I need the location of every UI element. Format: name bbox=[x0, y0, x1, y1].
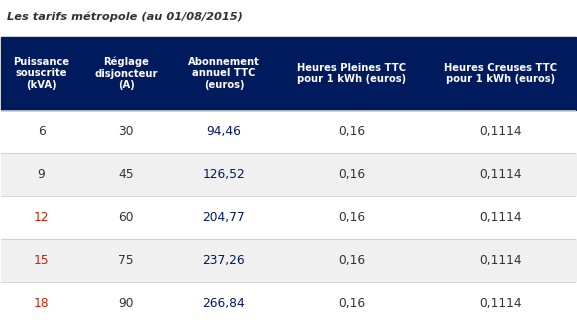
Text: 18: 18 bbox=[34, 297, 50, 310]
Text: Les tarifs métropole (au 01/08/2015): Les tarifs métropole (au 01/08/2015) bbox=[7, 11, 243, 22]
Text: 6: 6 bbox=[38, 125, 46, 138]
Text: 30: 30 bbox=[118, 125, 134, 138]
Text: 0,1114: 0,1114 bbox=[479, 254, 522, 267]
Text: 45: 45 bbox=[118, 168, 134, 181]
Text: Abonnement
annuel TTC
(euros): Abonnement annuel TTC (euros) bbox=[188, 57, 260, 90]
Text: 0,16: 0,16 bbox=[338, 168, 365, 181]
Text: 15: 15 bbox=[34, 254, 50, 267]
Text: 90: 90 bbox=[118, 297, 134, 310]
Bar bbox=[1, 196, 576, 239]
Text: 204,77: 204,77 bbox=[203, 211, 245, 224]
Text: 126,52: 126,52 bbox=[203, 168, 245, 181]
Bar bbox=[1, 110, 576, 153]
Text: 0,16: 0,16 bbox=[338, 254, 365, 267]
Text: 0,16: 0,16 bbox=[338, 211, 365, 224]
Text: 9: 9 bbox=[38, 168, 46, 181]
Text: 0,1114: 0,1114 bbox=[479, 168, 522, 181]
Text: 0,1114: 0,1114 bbox=[479, 125, 522, 138]
Bar bbox=[1, 37, 576, 110]
Bar bbox=[1, 239, 576, 282]
Text: 0,16: 0,16 bbox=[338, 125, 365, 138]
Text: 0,1114: 0,1114 bbox=[479, 211, 522, 224]
Text: Puissance
souscrite
(kVA): Puissance souscrite (kVA) bbox=[13, 57, 70, 90]
Text: 60: 60 bbox=[118, 211, 134, 224]
Text: 12: 12 bbox=[34, 211, 50, 224]
Text: 266,84: 266,84 bbox=[203, 297, 245, 310]
Text: 75: 75 bbox=[118, 254, 134, 267]
Text: Heures Pleines TTC
pour 1 kWh (euros): Heures Pleines TTC pour 1 kWh (euros) bbox=[297, 63, 406, 84]
Text: Réglage
disjoncteur
(A): Réglage disjoncteur (A) bbox=[95, 56, 158, 90]
Text: 237,26: 237,26 bbox=[203, 254, 245, 267]
Text: 0,16: 0,16 bbox=[338, 297, 365, 310]
Text: Heures Creuses TTC
pour 1 kWh (euros): Heures Creuses TTC pour 1 kWh (euros) bbox=[444, 63, 557, 84]
Bar bbox=[1, 153, 576, 196]
Text: 0,1114: 0,1114 bbox=[479, 297, 522, 310]
Text: 94,46: 94,46 bbox=[207, 125, 241, 138]
Bar bbox=[1, 282, 576, 325]
